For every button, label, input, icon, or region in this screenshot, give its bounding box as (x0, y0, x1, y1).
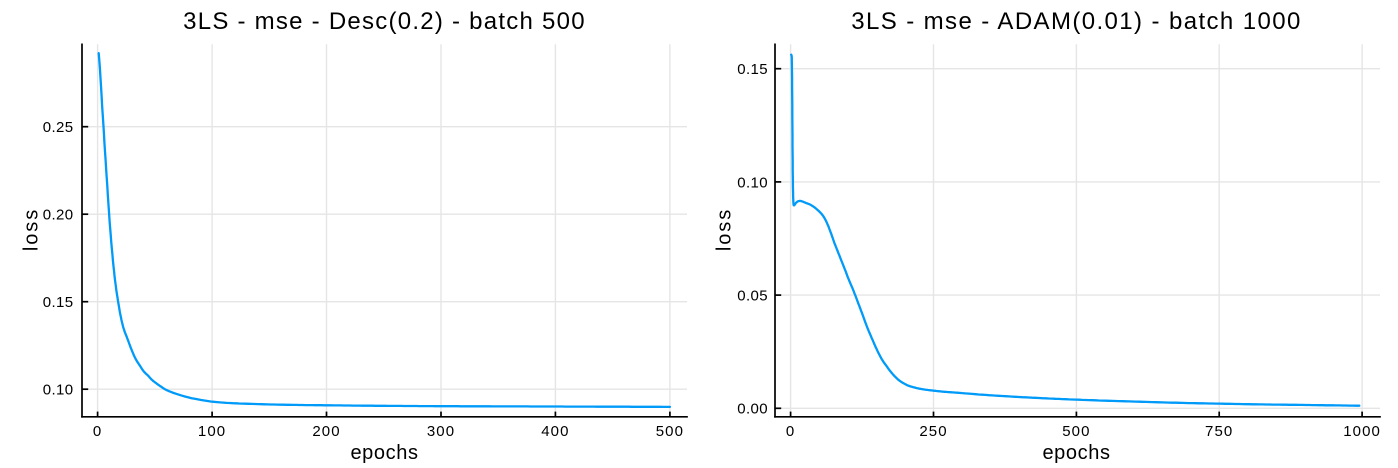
svg-text:loss: loss (21, 208, 43, 251)
svg-text:0.05: 0.05 (737, 288, 768, 305)
svg-text:0.10: 0.10 (737, 174, 768, 191)
svg-text:0.15: 0.15 (43, 294, 74, 311)
svg-text:100: 100 (198, 423, 226, 440)
svg-text:0: 0 (93, 423, 102, 440)
svg-text:250: 250 (919, 423, 947, 440)
svg-text:1000: 1000 (1343, 423, 1381, 440)
svg-text:0.15: 0.15 (737, 61, 768, 78)
svg-text:500: 500 (1062, 423, 1090, 440)
svg-text:epochs: epochs (350, 442, 418, 464)
svg-text:500: 500 (656, 423, 684, 440)
svg-text:epochs: epochs (1042, 442, 1110, 464)
svg-text:750: 750 (1205, 423, 1233, 440)
svg-text:0.25: 0.25 (43, 119, 74, 136)
svg-text:300: 300 (427, 423, 455, 440)
svg-text:200: 200 (312, 423, 340, 440)
svg-text:0.10: 0.10 (43, 382, 74, 399)
svg-text:3LS - mse - Desc(0.2) - batch: 3LS - mse - Desc(0.2) - batch 500 (183, 8, 586, 35)
svg-text:400: 400 (541, 423, 569, 440)
svg-text:0.20: 0.20 (43, 207, 74, 224)
svg-text:3LS - mse - ADAM(0.01) - batch: 3LS - mse - ADAM(0.01) - batch 1000 (851, 8, 1302, 35)
svg-text:0: 0 (786, 423, 795, 440)
svg-text:loss: loss (714, 208, 736, 251)
svg-text:0.00: 0.00 (737, 401, 768, 418)
